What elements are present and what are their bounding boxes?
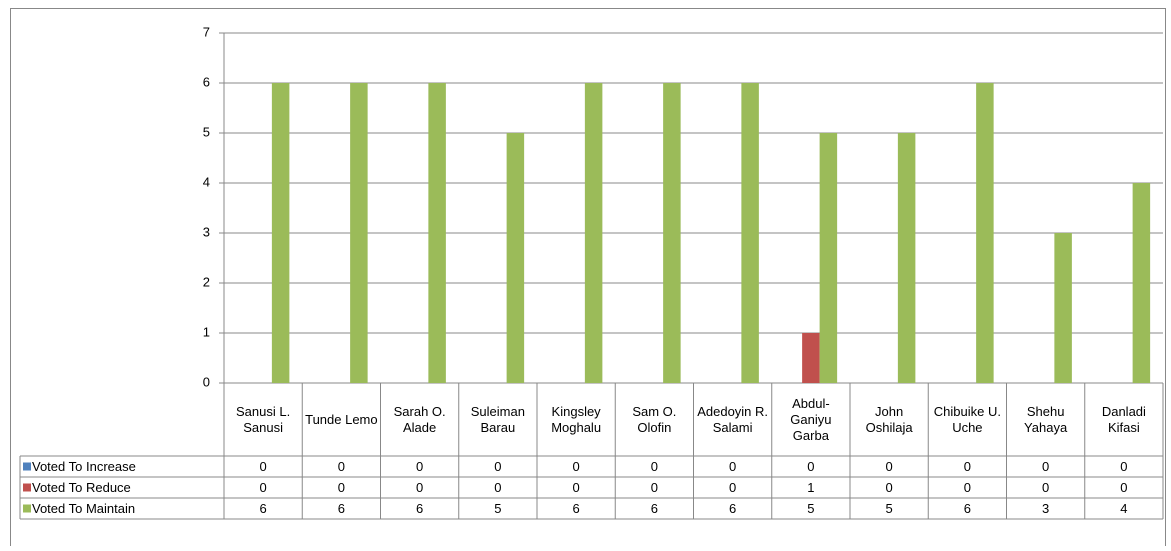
- x-tick-label-box: Sam O. Olofin: [632, 403, 677, 435]
- bar: [976, 83, 994, 383]
- table-value: 0: [886, 480, 893, 495]
- bar: [271, 83, 290, 383]
- x-tick-label-box: Adedoyin R. Salami: [697, 403, 769, 435]
- table-value: 5: [807, 501, 814, 516]
- table-value: 6: [338, 501, 345, 516]
- x-tick-label: Danladi Kifasi: [1101, 403, 1146, 435]
- table-value: 0: [1042, 459, 1049, 474]
- x-tick-label-box: Suleiman Barau: [470, 403, 525, 435]
- table-value: 0: [573, 480, 580, 495]
- bar: [584, 83, 603, 383]
- x-tick-label: Sanusi L. Sanusi: [236, 403, 291, 435]
- table-value: 0: [260, 459, 267, 474]
- table-value: 0: [338, 480, 345, 495]
- table-value: 0: [1042, 480, 1049, 495]
- bar: [1132, 183, 1151, 383]
- bar: [897, 133, 916, 383]
- y-tick-label: 7: [203, 24, 210, 39]
- table-value: 0: [964, 480, 971, 495]
- x-tick-label-box: Chibuike U. Uche: [933, 403, 1001, 435]
- x-tick-label: Adedoyin R. Salami: [697, 403, 769, 435]
- bar: [506, 133, 525, 383]
- x-tick-label: Suleiman Barau: [470, 403, 525, 435]
- legend-key: [23, 483, 31, 492]
- y-tick-label: 6: [203, 74, 210, 89]
- table-value: 0: [964, 459, 971, 474]
- table-value: 6: [416, 501, 423, 516]
- table-value: 0: [260, 480, 267, 495]
- table-value: 6: [729, 501, 736, 516]
- y-tick-label: 5: [203, 124, 210, 139]
- legend-label: Voted To Maintain: [32, 501, 135, 516]
- bar: [663, 83, 681, 383]
- table-value: 0: [494, 480, 501, 495]
- x-tick-label-box: Kingsley Moghalu: [551, 403, 602, 435]
- x-tick-label: John Oshilaja: [865, 403, 913, 435]
- table-value: 0: [886, 459, 893, 474]
- table-value: 6: [964, 501, 971, 516]
- table-value: 5: [886, 501, 893, 516]
- y-tick-label: 0: [203, 374, 210, 389]
- table-value: 3: [1042, 501, 1049, 516]
- legend-key: [23, 504, 31, 513]
- table-value: 0: [494, 459, 501, 474]
- x-tick-label-box: Sanusi L. Sanusi: [236, 403, 291, 435]
- x-tick-label: Abdul-Ganiyu Garba: [790, 395, 832, 443]
- x-tick-label: Sarah O. Alade: [393, 403, 446, 435]
- table-value: 0: [416, 480, 423, 495]
- x-tick-label-box: Abdul-Ganiyu Garba: [790, 395, 832, 443]
- y-tick-label: 2: [203, 274, 210, 289]
- table-value: 6: [651, 501, 658, 516]
- x-tick-label-box: Tunde Lemo: [305, 411, 378, 427]
- x-tick-label-box: Danladi Kifasi: [1101, 403, 1146, 435]
- x-tick-label: Shehu Yahaya: [1024, 403, 1068, 435]
- x-tick-label-box: John Oshilaja: [865, 403, 913, 435]
- y-tick-label: 1: [203, 324, 210, 339]
- legend-label: Voted To Reduce: [32, 480, 131, 495]
- x-tick-label: Sam O. Olofin: [632, 403, 677, 435]
- table-value: 1: [807, 480, 814, 495]
- table-value: 5: [494, 501, 501, 516]
- table-value: 0: [729, 480, 736, 495]
- x-tick-label: Chibuike U. Uche: [933, 403, 1001, 435]
- table-value: 4: [1120, 501, 1127, 516]
- table-value: 0: [416, 459, 423, 474]
- table-value: 0: [573, 459, 580, 474]
- x-tick-label-box: Shehu Yahaya: [1024, 403, 1068, 435]
- table-value: 6: [260, 501, 267, 516]
- table-value: 0: [651, 459, 658, 474]
- table-value: 0: [651, 480, 658, 495]
- x-tick-label-box: Sarah O. Alade: [393, 403, 446, 435]
- legend-label: Voted To Increase: [32, 459, 136, 474]
- table-value: 0: [338, 459, 345, 474]
- table-value: 0: [807, 459, 814, 474]
- y-tick-label: 4: [203, 174, 210, 189]
- bar: [350, 83, 368, 383]
- x-tick-label: Tunde Lemo: [305, 411, 378, 427]
- table-value: 0: [729, 459, 736, 474]
- x-tick-label: Kingsley Moghalu: [551, 403, 602, 435]
- y-tick-label: 3: [203, 224, 210, 239]
- table-value: 0: [1120, 480, 1127, 495]
- legend-key: [23, 462, 31, 471]
- bar: [741, 83, 759, 383]
- bar: [428, 83, 446, 383]
- table-value: 6: [573, 501, 580, 516]
- bar: [802, 333, 820, 383]
- bar: [1054, 233, 1072, 383]
- bar: [819, 133, 838, 383]
- table-value: 0: [1120, 459, 1127, 474]
